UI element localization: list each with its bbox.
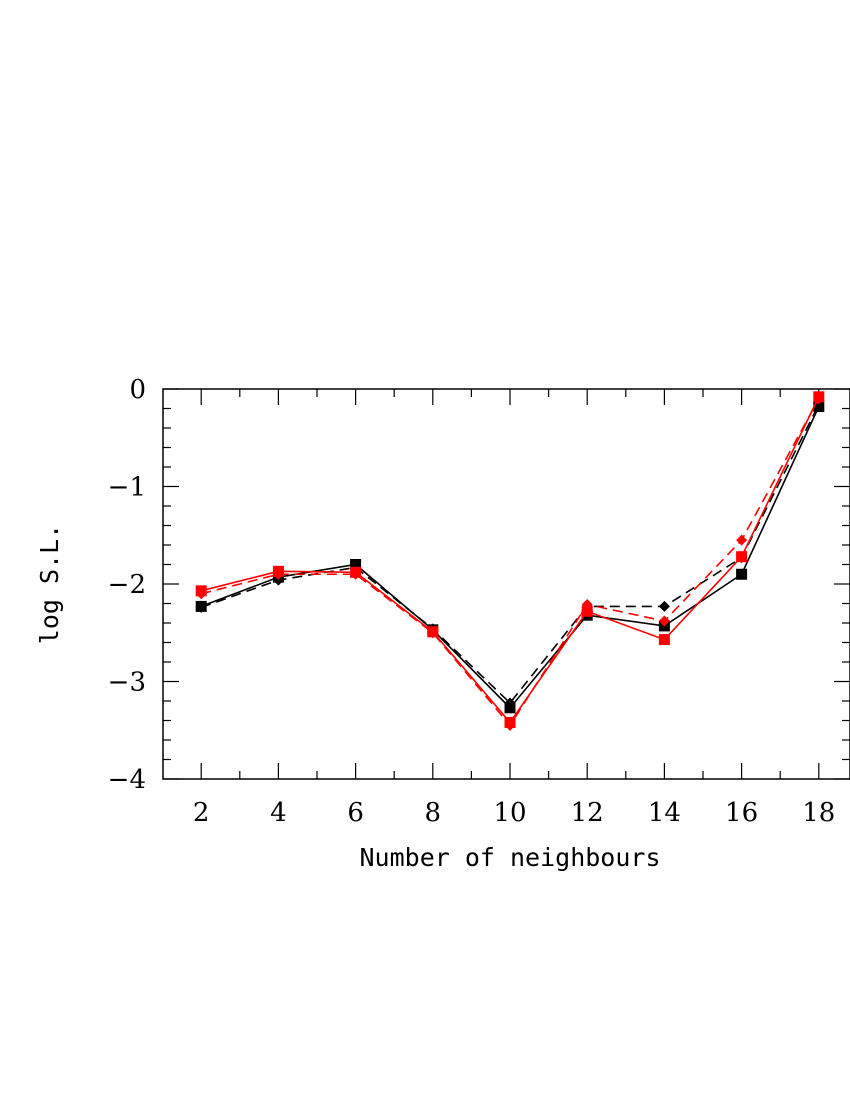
data-point	[272, 574, 284, 586]
axis-ticks	[163, 388, 850, 780]
y-tick-label: −3	[108, 668, 146, 698]
x-tick-label: 8	[425, 798, 442, 828]
x-tick-label: 2	[193, 798, 210, 828]
x-tick-label: 12	[571, 798, 604, 828]
data-point	[427, 627, 439, 639]
data-point	[736, 534, 748, 546]
series-line	[200, 404, 820, 705]
x-axis-title: Number of neighbours	[359, 843, 660, 872]
series-line	[200, 406, 820, 710]
data-point	[581, 605, 593, 617]
data-point	[581, 598, 593, 610]
x-tick-label: 4	[270, 798, 287, 828]
x-tick-label: 10	[493, 798, 526, 828]
y-tick-label: −4	[108, 765, 146, 795]
x-tick-label: 6	[347, 798, 364, 828]
data-point	[658, 615, 670, 627]
series-group	[195, 391, 825, 731]
y-tick-label: −1	[108, 473, 146, 503]
data-point	[736, 568, 748, 580]
y-tick-label: 0	[129, 375, 146, 405]
tick-labels: 2 4 6 8 10 12 14 16 18 0 −1 −2 −3 −4	[108, 375, 836, 828]
series-line	[201, 398, 820, 727]
data-point	[736, 551, 748, 563]
x-tick-label: 18	[802, 798, 835, 828]
data-point	[195, 601, 207, 613]
y-axis-title: log S.L.	[35, 524, 64, 644]
y-tick-label: −2	[108, 570, 146, 600]
data-point	[658, 600, 670, 612]
data-point	[813, 393, 825, 405]
x-tick-label: 16	[725, 798, 758, 828]
data-point	[195, 588, 207, 600]
data-point	[272, 568, 284, 580]
series-0	[195, 401, 825, 714]
data-point	[504, 719, 516, 731]
x-tick-label: 14	[648, 798, 681, 828]
series-1	[195, 399, 825, 709]
data-point	[658, 634, 670, 646]
series-2	[195, 391, 825, 728]
data-point	[350, 568, 362, 580]
series-3	[195, 393, 825, 731]
data-point	[504, 697, 516, 709]
series-line	[201, 396, 820, 724]
